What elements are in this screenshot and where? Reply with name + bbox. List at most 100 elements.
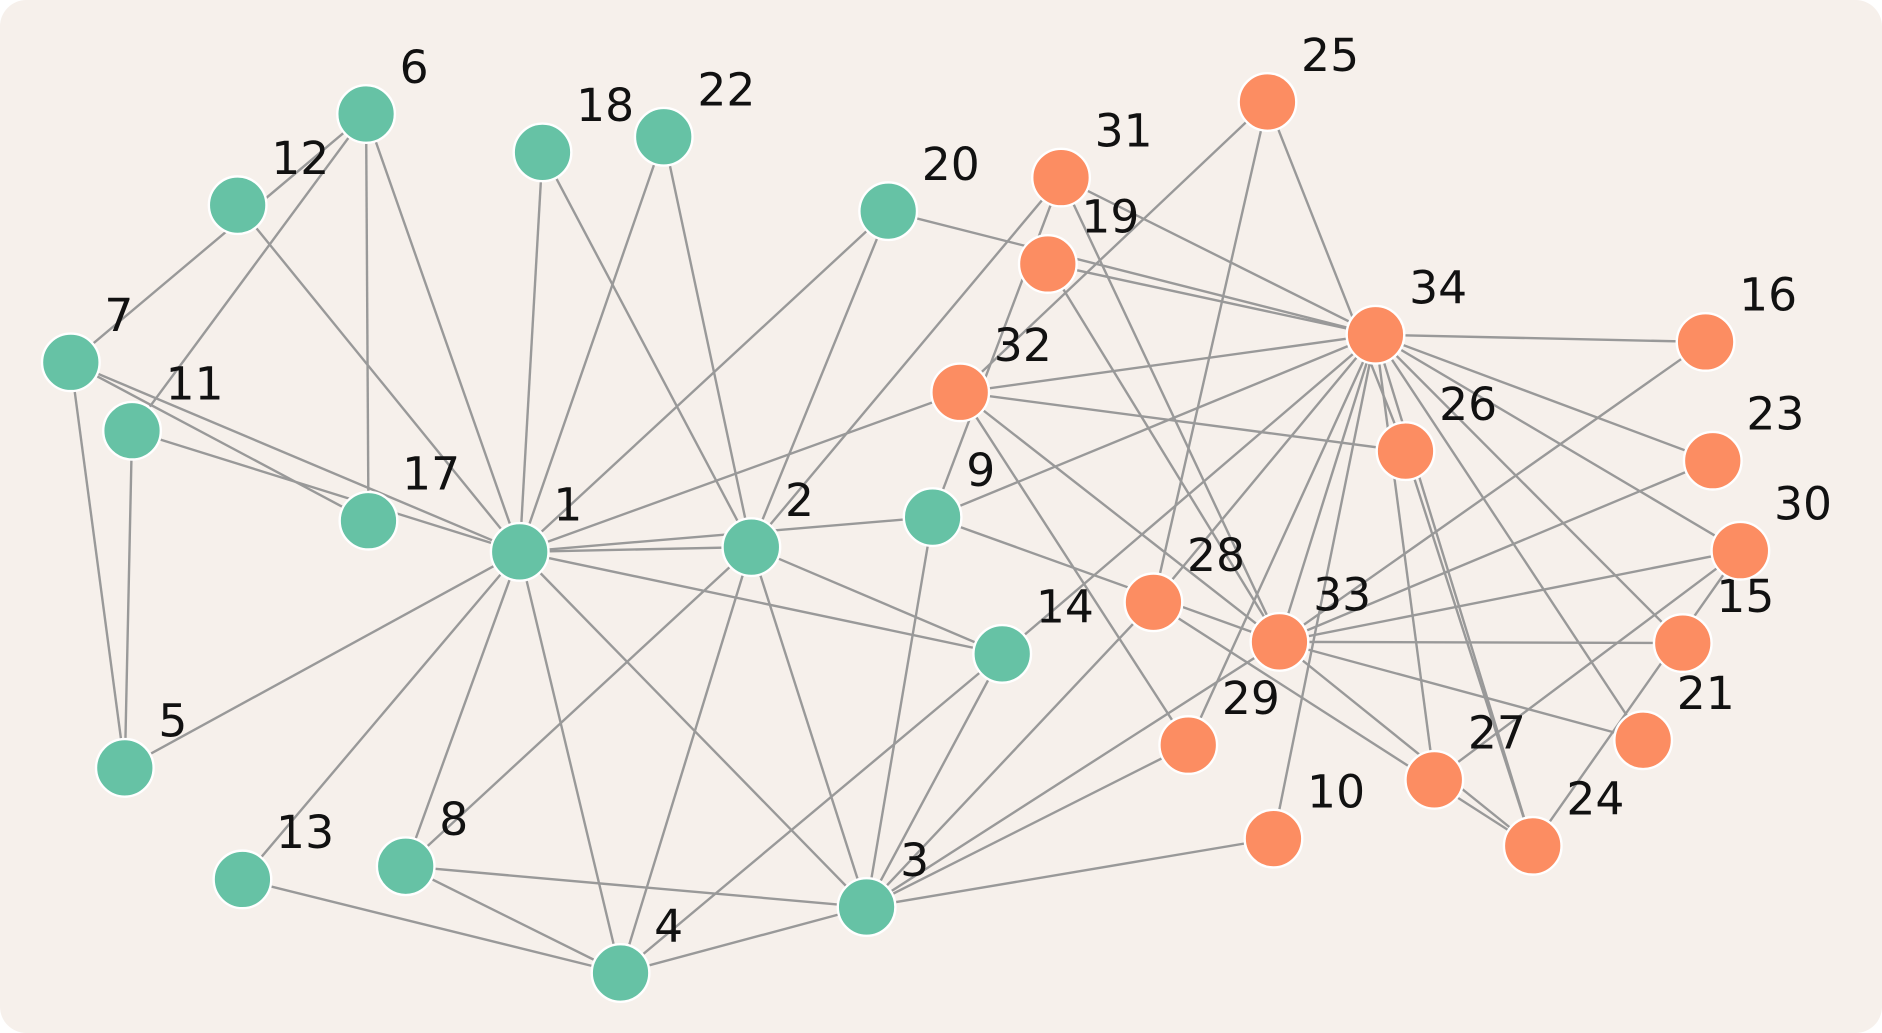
edge-32-33 <box>959 391 1281 643</box>
node-2[interactable]: 2 <box>721 474 814 578</box>
node-circle[interactable] <box>512 122 573 183</box>
node-24[interactable]: 24 <box>1502 773 1624 876</box>
edge-3-8 <box>405 865 867 909</box>
node-label: 28 <box>1187 529 1245 582</box>
node-circle[interactable] <box>1243 808 1304 869</box>
node-9[interactable]: 9 <box>902 444 995 548</box>
node-circle[interactable] <box>375 836 436 897</box>
node-label: 32 <box>994 319 1052 372</box>
node-4[interactable]: 4 <box>590 900 683 1004</box>
edge-3-29 <box>866 743 1189 909</box>
node-circle[interactable] <box>1375 421 1436 482</box>
node-23[interactable]: 23 <box>1682 388 1804 491</box>
node-circle[interactable] <box>930 362 991 423</box>
node-10[interactable]: 10 <box>1243 765 1365 869</box>
node-circle[interactable] <box>212 849 273 910</box>
node-circle[interactable] <box>590 943 651 1004</box>
node-3[interactable]: 3 <box>836 834 929 938</box>
node-label: 10 <box>1307 765 1365 818</box>
node-circle[interactable] <box>1682 430 1743 491</box>
node-14[interactable]: 14 <box>972 581 1094 684</box>
node-circle[interactable] <box>902 487 963 548</box>
node-circle[interactable] <box>40 332 101 393</box>
edge-31-33 <box>1059 177 1281 643</box>
node-circle[interactable] <box>1017 233 1078 294</box>
edge-3-10 <box>866 837 1274 909</box>
edge-24-33 <box>1278 640 1534 847</box>
node-8[interactable]: 8 <box>375 793 468 897</box>
node-28[interactable]: 28 <box>1123 529 1245 633</box>
node-17[interactable]: 17 <box>338 448 460 551</box>
node-11[interactable]: 11 <box>102 358 224 461</box>
node-circle[interactable] <box>336 83 397 144</box>
node-29[interactable]: 29 <box>1158 672 1280 776</box>
node-circle[interactable] <box>1031 147 1092 208</box>
edge-2-22 <box>662 136 753 548</box>
node-circle[interactable] <box>94 737 155 798</box>
node-26[interactable]: 26 <box>1375 378 1497 482</box>
node-circle[interactable] <box>1675 311 1736 372</box>
node-20[interactable]: 20 <box>858 138 980 242</box>
node-33[interactable]: 33 <box>1249 569 1371 672</box>
node-34[interactable]: 34 <box>1345 262 1467 365</box>
node-30[interactable]: 30 <box>1710 478 1832 581</box>
node-22[interactable]: 22 <box>633 64 755 167</box>
edge-2-31 <box>750 176 1062 548</box>
node-label: 12 <box>271 132 329 185</box>
edge-1-8 <box>404 551 521 867</box>
node-label: 5 <box>158 695 187 748</box>
node-circle[interactable] <box>972 623 1033 684</box>
node-27[interactable]: 27 <box>1404 707 1526 810</box>
node-13[interactable]: 13 <box>212 806 334 910</box>
node-19[interactable]: 19 <box>1017 191 1139 294</box>
node-circle[interactable] <box>1237 71 1298 132</box>
node-label: 23 <box>1746 388 1804 441</box>
node-circle[interactable] <box>102 400 163 461</box>
node-circle[interactable] <box>489 521 550 582</box>
node-circle[interactable] <box>1123 572 1184 633</box>
node-12[interactable]: 12 <box>207 132 329 236</box>
node-1[interactable]: 1 <box>489 479 582 582</box>
node-circle[interactable] <box>1249 611 1310 672</box>
node-circle[interactable] <box>1710 520 1771 581</box>
edge-2-14 <box>750 545 1003 655</box>
node-circle[interactable] <box>1345 304 1406 365</box>
node-circle[interactable] <box>338 490 399 551</box>
edge-2-18 <box>541 151 753 548</box>
node-label: 17 <box>402 448 460 501</box>
node-circle[interactable] <box>1158 715 1219 776</box>
node-circle[interactable] <box>1613 710 1674 771</box>
node-25[interactable]: 25 <box>1237 29 1359 132</box>
node-label: 14 <box>1036 581 1094 634</box>
node-circle[interactable] <box>858 181 919 242</box>
node-7[interactable]: 7 <box>40 289 133 393</box>
node-5[interactable]: 5 <box>94 695 187 798</box>
node-circle[interactable] <box>836 877 897 938</box>
node-label: 27 <box>1468 707 1526 760</box>
edge-3-14 <box>865 653 1004 908</box>
edge-31-34 <box>1060 176 1377 336</box>
node-circle[interactable] <box>1502 815 1563 876</box>
node-31[interactable]: 31 <box>1031 104 1153 208</box>
node-21[interactable]: 21 <box>1613 667 1735 771</box>
node-32[interactable]: 32 <box>930 319 1052 423</box>
edge-1-12 <box>236 204 521 553</box>
node-6[interactable]: 6 <box>336 41 429 144</box>
node-circle[interactable] <box>633 106 694 167</box>
node-circle[interactable] <box>1404 749 1465 810</box>
edge-1-22 <box>518 136 665 553</box>
edge-25-32 <box>959 101 1269 394</box>
edge-3-4 <box>620 905 867 975</box>
edge-2-4 <box>619 546 753 974</box>
node-circle[interactable] <box>721 517 782 578</box>
node-circle[interactable] <box>207 175 268 236</box>
node-16[interactable]: 16 <box>1675 269 1797 372</box>
node-label: 30 <box>1774 478 1832 531</box>
node-18[interactable]: 18 <box>512 79 634 183</box>
edge-1-13 <box>241 551 521 881</box>
edge-9-33 <box>932 515 1280 644</box>
edge-6-17 <box>364 113 370 521</box>
edge-24-30 <box>1531 550 1742 847</box>
node-circle[interactable] <box>1652 613 1713 674</box>
